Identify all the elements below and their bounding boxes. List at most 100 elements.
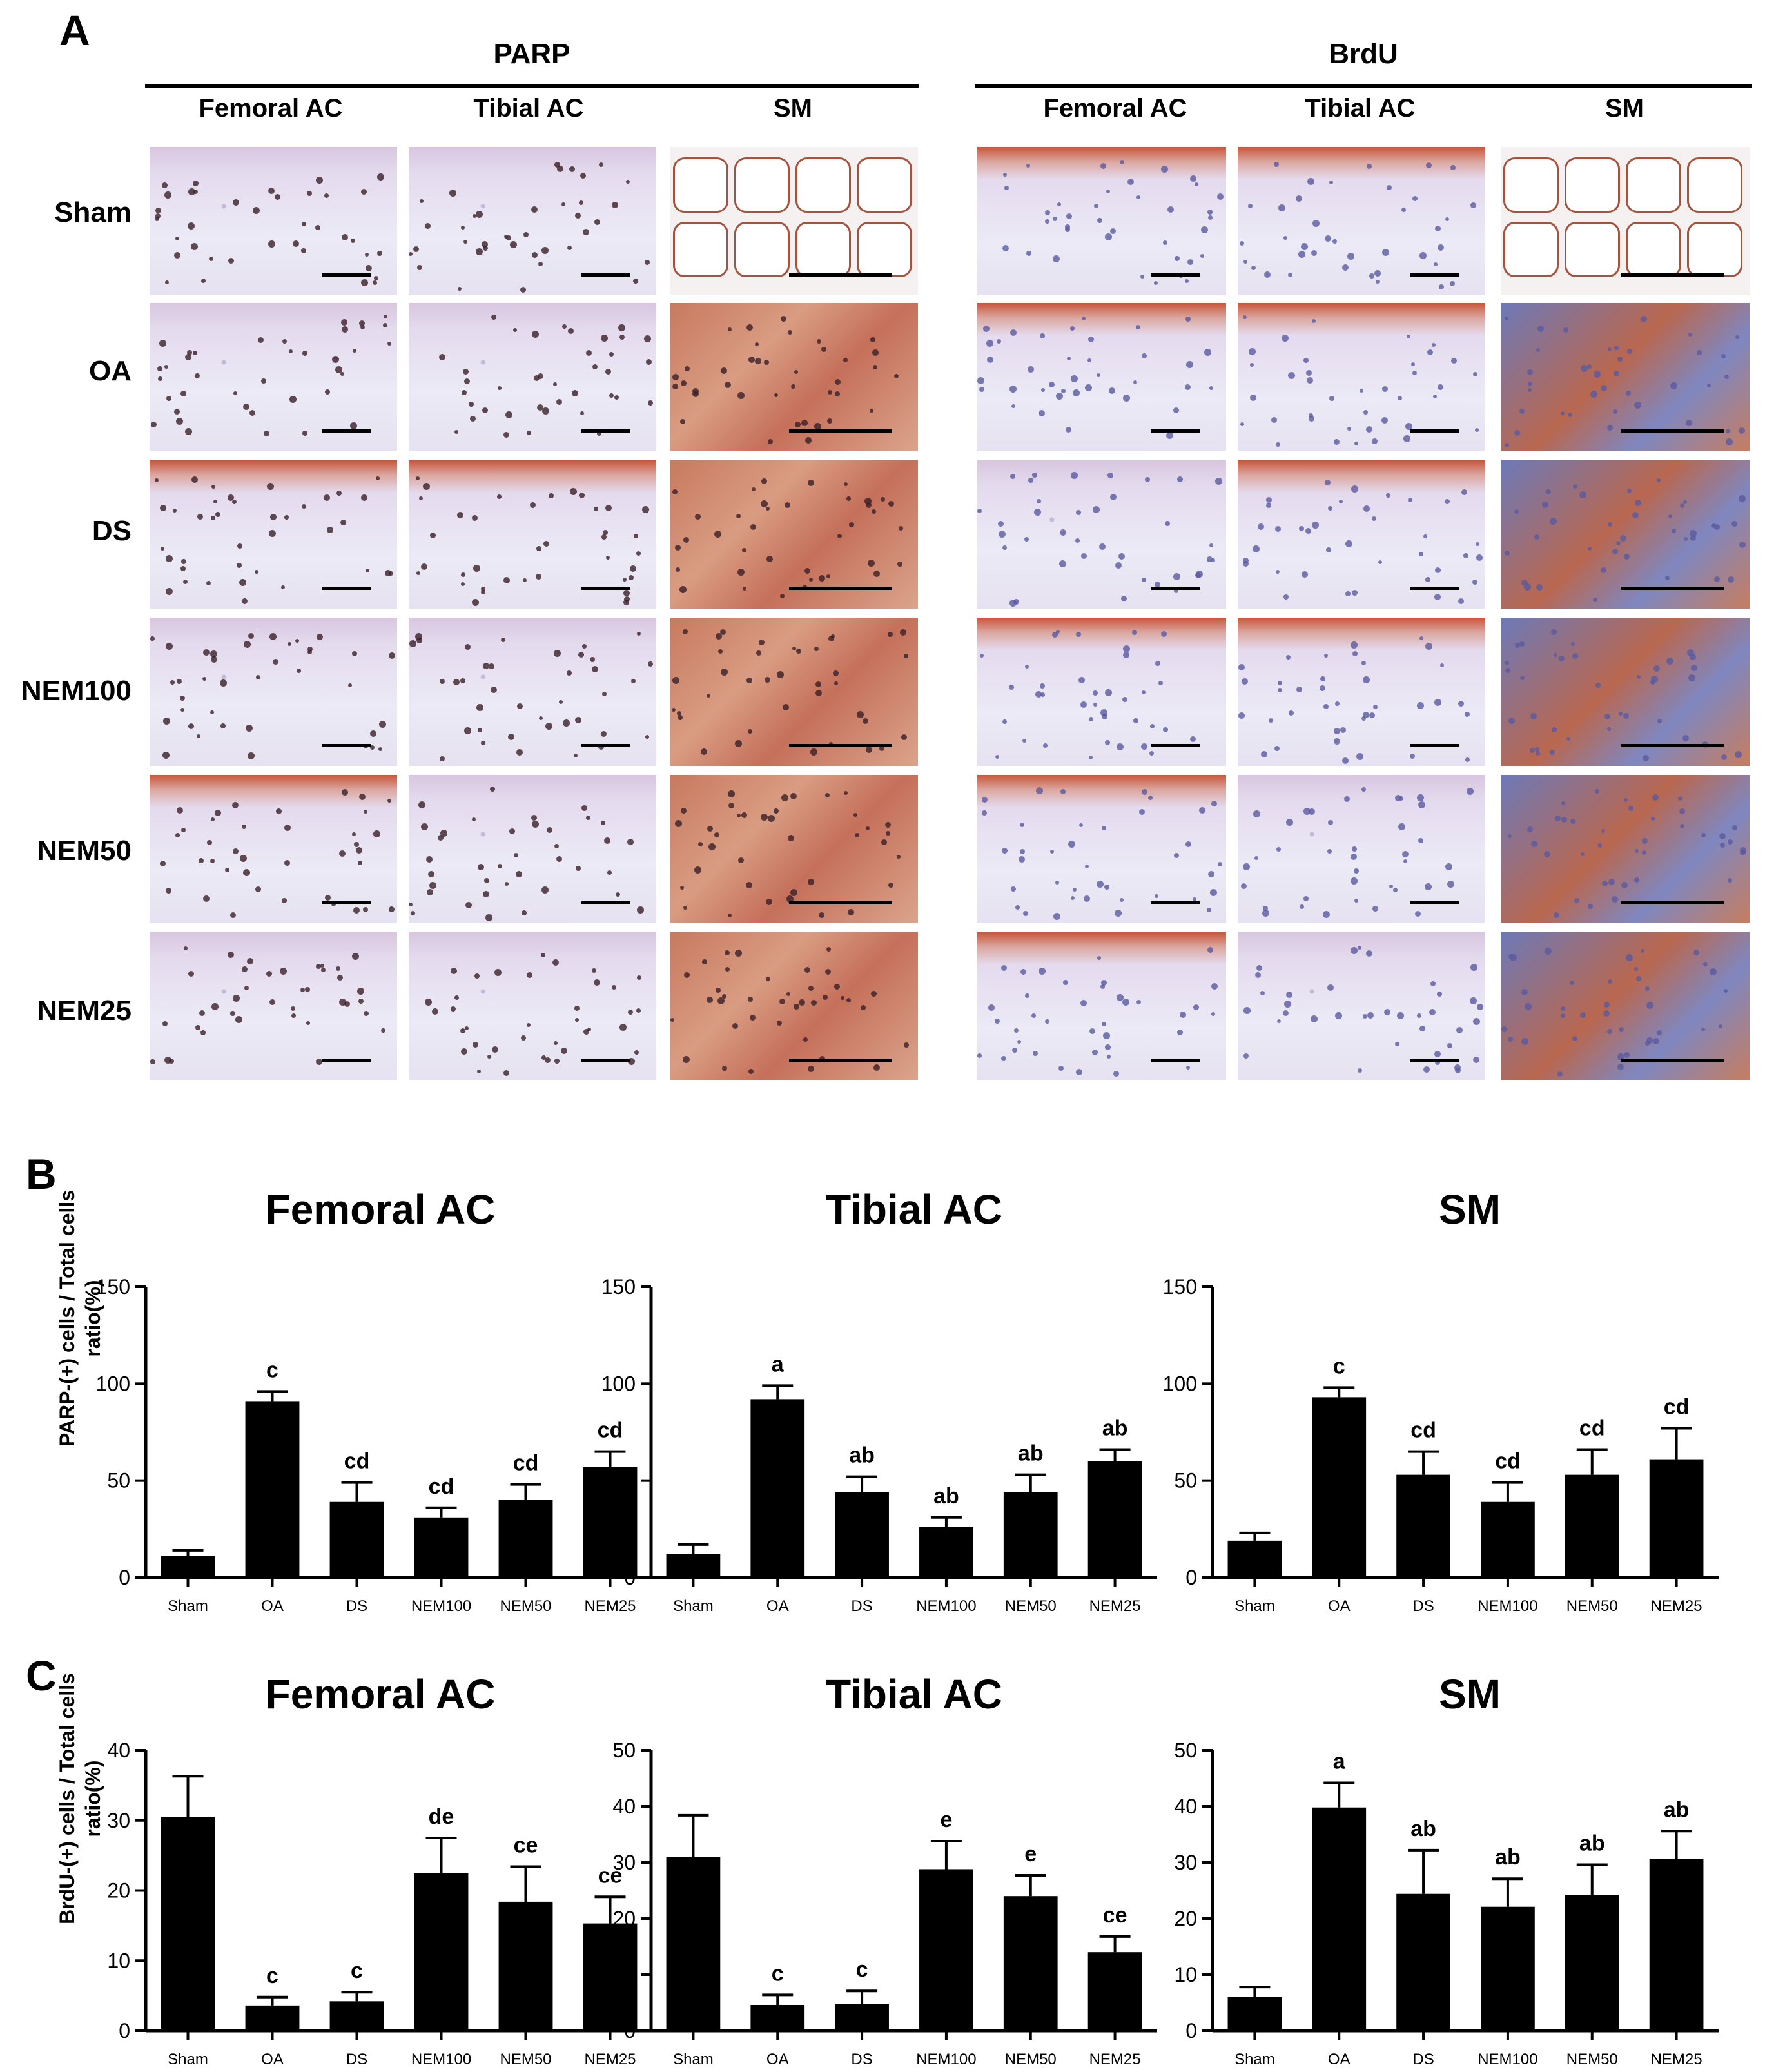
cell-nucleus: [1369, 712, 1375, 718]
cell-nucleus: [1039, 968, 1046, 975]
cell-nucleus: [804, 967, 810, 973]
cell-nucleus: [174, 252, 180, 259]
cell-nucleus: [440, 830, 447, 837]
row-label-nem50: NEM50: [37, 835, 132, 866]
cell-nucleus: [237, 563, 242, 568]
cell-nucleus: [864, 498, 872, 505]
cell-nucleus: [1374, 270, 1381, 277]
cell-nucleus: [509, 828, 515, 834]
cell-nucleus: [1155, 894, 1158, 898]
cell-nucleus: [1678, 796, 1682, 801]
cell-nucleus: [514, 853, 518, 857]
cell-nucleus: [1303, 896, 1309, 901]
cell-nucleus: [1372, 438, 1378, 444]
row-label-nem25: NEM25: [37, 995, 132, 1026]
cell-nucleus: [541, 247, 549, 254]
cell-nucleus: [188, 188, 195, 195]
cell-nucleus: [1360, 389, 1363, 393]
cell-nucleus: [1624, 554, 1630, 560]
x-tick-label: NEM25: [584, 1598, 636, 1615]
cell-nucleus: [1559, 656, 1565, 661]
cell-nucleus: [1261, 751, 1267, 757]
scale-bar: [789, 273, 892, 277]
cell-nucleus: [1040, 683, 1045, 689]
scale-bar: [322, 1059, 371, 1062]
adipocyte: [795, 157, 851, 213]
cell-nucleus: [1311, 250, 1317, 256]
cell-nucleus: [1142, 578, 1146, 582]
cell-nucleus: [269, 999, 275, 1005]
cell-nucleus: [348, 683, 352, 687]
cell-nucleus: [1019, 856, 1025, 863]
cell-nucleus: [1417, 702, 1424, 709]
cell-nucleus: [557, 166, 563, 172]
cell-nucleus: [1508, 718, 1515, 724]
cell-nucleus: [1036, 787, 1043, 794]
cell-nucleus: [159, 340, 166, 347]
cell-nucleus: [1477, 1004, 1483, 1010]
scale-bar: [581, 901, 630, 904]
cell-nucleus: [556, 399, 562, 405]
cell-nucleus: [1335, 1012, 1342, 1019]
scale-bar: [1410, 1059, 1459, 1062]
cell-nucleus: [175, 237, 179, 240]
cell-nucleus: [881, 497, 885, 502]
cell-nucleus: [339, 999, 346, 1006]
cell-nucleus: [1207, 210, 1213, 215]
cell-nucleus: [1619, 1027, 1624, 1032]
cell-nucleus: [1382, 386, 1388, 392]
cell-nucleus: [725, 950, 730, 955]
cell-nucleus: [1302, 571, 1308, 578]
cell-nucleus: [1574, 898, 1579, 903]
cell-nucleus: [1329, 396, 1334, 401]
cell-nucleus: [780, 594, 785, 598]
cell-nucleus: [1434, 262, 1438, 266]
cell-nucleus: [150, 636, 155, 641]
cell-nucleus: [1527, 826, 1533, 832]
cell-nucleus: [1186, 361, 1193, 368]
cell-nucleus: [1395, 1042, 1399, 1046]
cell-nucleus: [1417, 1013, 1421, 1018]
scale-bar: [1151, 429, 1200, 433]
cell-nucleus: [460, 678, 465, 683]
cell-nucleus: [1561, 411, 1565, 415]
cell-nucleus: [180, 566, 186, 571]
cell-nucleus: [187, 350, 192, 355]
cell-nucleus: [1026, 164, 1030, 168]
cell-nucleus: [1552, 727, 1557, 732]
cell-nucleus: [267, 483, 274, 490]
cell-nucleus: [1514, 509, 1519, 514]
cell-nucleus: [482, 407, 488, 413]
cell-nucleus: [291, 1006, 295, 1011]
cell-nucleus: [1063, 980, 1068, 985]
scale-bar: [1410, 744, 1459, 747]
cell-nucleus: [1136, 1000, 1141, 1004]
chart-c-ylabel: BrdU-(+) cells / Total cells ratio(%): [55, 1673, 104, 1924]
cell-nucleus: [1423, 1066, 1430, 1073]
bar-nem50: [1565, 1474, 1619, 1578]
cell-nucleus: [1087, 358, 1091, 362]
cell-nucleus: [1071, 472, 1078, 479]
cell-nucleus: [353, 349, 356, 353]
cell-nucleus: [335, 366, 342, 373]
cell-nucleus: [599, 162, 603, 167]
cell-nucleus: [539, 716, 543, 720]
cell-nucleus: [1666, 658, 1673, 665]
cell-nucleus: [814, 647, 819, 651]
cell-nucleus: [1732, 825, 1737, 830]
micrograph-parp-femoral-nem25: [150, 932, 397, 1080]
micrograph-brdu-sm-nem100: [1501, 618, 1750, 766]
adipocyte: [857, 157, 912, 213]
cell-nucleus: [746, 324, 753, 331]
cell-nucleus: [1665, 576, 1670, 580]
cell-nucleus: [164, 1057, 171, 1064]
cell-nucleus: [1102, 1022, 1106, 1026]
cell-nucleus: [1361, 716, 1366, 721]
cell-nucleus: [1264, 271, 1271, 278]
cell-nucleus: [239, 579, 246, 586]
cell-nucleus: [1050, 850, 1054, 854]
cell-nucleus: [1334, 728, 1340, 734]
cell-nucleus: [358, 999, 364, 1004]
cell-nucleus: [324, 494, 330, 501]
cell-nucleus: [532, 252, 538, 258]
